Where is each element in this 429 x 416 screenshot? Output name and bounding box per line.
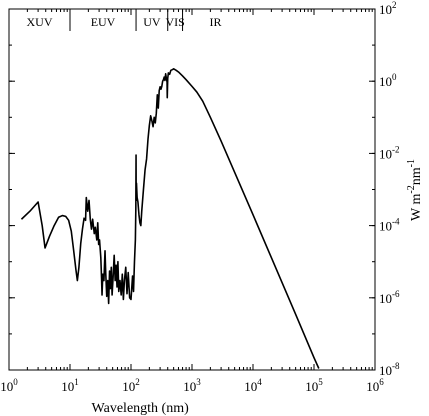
x-tick-label: 100 (0, 377, 18, 394)
x-tick-labels: 100 101 102 103 104 105 106 (0, 377, 384, 394)
band-label-vis: VIS (165, 15, 184, 29)
y-tick-label: 100 (379, 72, 397, 89)
band-label-uv: UV (143, 15, 161, 29)
band-dividers (69, 9, 184, 31)
y-tick-label: 10-8 (379, 361, 400, 378)
band-labels: XUV EUV UV VIS IR (27, 15, 222, 29)
x-tick-label: 106 (366, 377, 384, 394)
band-label-ir: IR (210, 15, 222, 29)
x-ticks (8, 9, 376, 370)
x-tick-label: 101 (61, 377, 79, 394)
plot-frame (8, 8, 376, 371)
y-tick-label: 10-6 (379, 289, 400, 306)
y-ticks (9, 8, 375, 371)
y-tick-label: 102 (379, 0, 397, 17)
x-tick-label: 105 (305, 377, 323, 394)
x-axis-title: Wavelength (nm) (92, 401, 190, 416)
band-label-xuv: XUV (27, 15, 53, 29)
y-tick-label: 10-2 (379, 144, 400, 161)
x-tick-label: 103 (183, 377, 201, 394)
y-tick-label: 10-4 (379, 217, 400, 234)
x-tick-label: 102 (122, 377, 140, 394)
y-tick-labels: 102 100 10-2 10-4 10-6 10-8 (379, 0, 400, 378)
y-axis-title: W m-2nm-1 (406, 159, 424, 221)
spectrum-line (20, 68, 320, 369)
x-tick-label: 104 (244, 377, 262, 394)
band-label-euv: EUV (91, 15, 116, 29)
